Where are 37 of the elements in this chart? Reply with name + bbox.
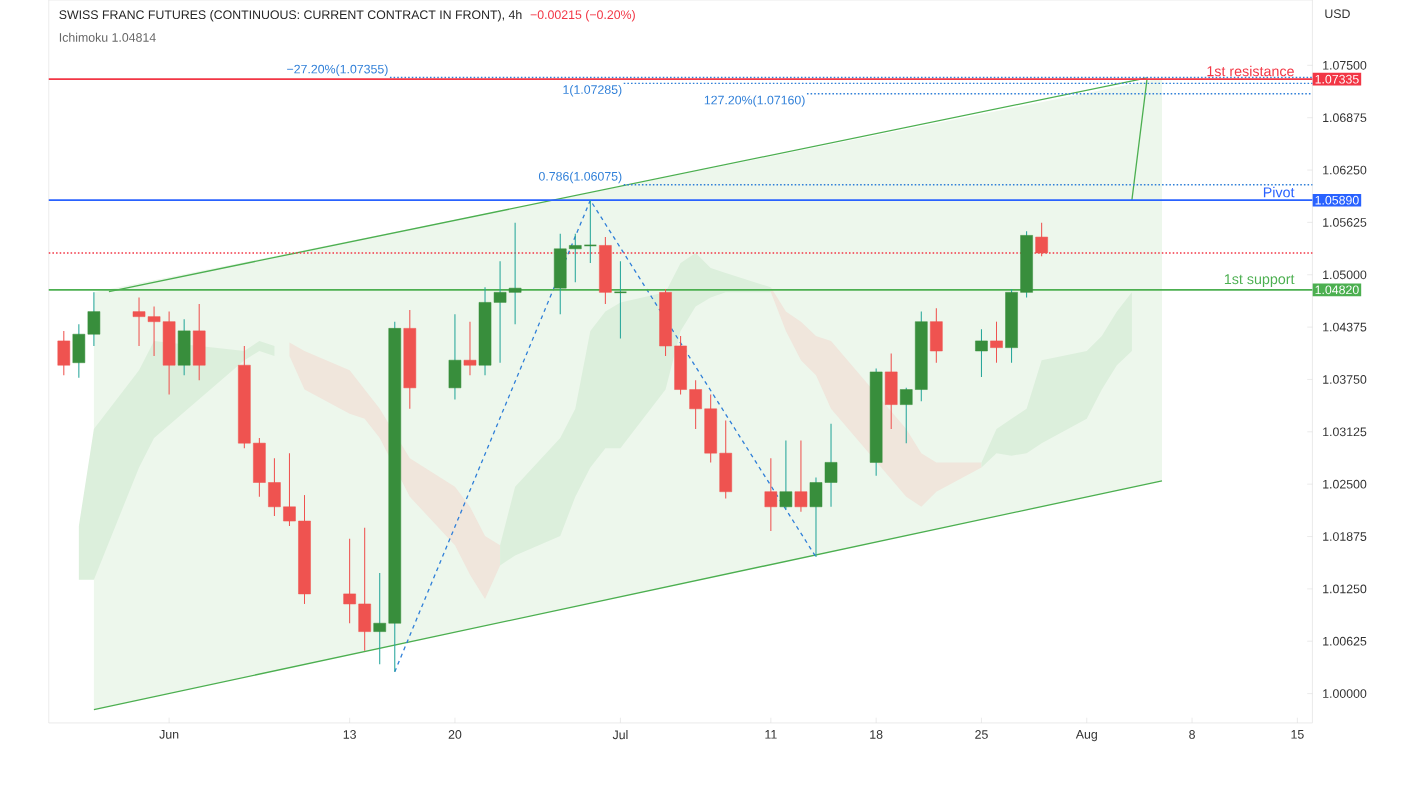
ref-line-label: 1.07335 bbox=[1315, 74, 1359, 84]
y-tick-label: 1.00625 bbox=[1323, 636, 1367, 646]
y-axis-title: USD bbox=[1325, 9, 1350, 19]
ref-line-label: 0.786(1.06075) bbox=[538, 171, 622, 184]
x-tick-label: 13 bbox=[343, 730, 356, 739]
x-tick-label: 15 bbox=[1291, 730, 1304, 739]
y-tick-label: 1.05000 bbox=[1323, 270, 1367, 280]
y-tick-label: 1.05625 bbox=[1323, 218, 1367, 227]
y-tick-label: 1.07500 bbox=[1323, 61, 1367, 70]
x-tick-label: 11 bbox=[765, 730, 777, 739]
y-tick-label: 1.03750 bbox=[1323, 375, 1367, 384]
y-tick-label: 1.03125 bbox=[1323, 427, 1367, 437]
ref-line-label: −27.20%(1.07355) bbox=[287, 64, 388, 76]
ref-line-label: 127.20%(1.07160) bbox=[704, 95, 805, 107]
ref-line-label: 1.04820 bbox=[1315, 285, 1359, 295]
x-tick-label: 8 bbox=[1189, 730, 1195, 739]
y-tick-label: 1.04375 bbox=[1323, 322, 1367, 332]
x-tick-label: Jul bbox=[612, 730, 628, 740]
x-tick-label: 25 bbox=[975, 730, 988, 739]
x-tick-label: 20 bbox=[448, 730, 462, 739]
y-tick-label: 1.06875 bbox=[1323, 113, 1367, 123]
ref-line-label: 1(1.07285) bbox=[563, 84, 622, 97]
y-tick-label: 1.00000 bbox=[1323, 689, 1367, 699]
x-tick-label: Jun bbox=[159, 730, 179, 739]
text: SWISS FRANC FUTURES (CONTINUOUS: CURRENT CONTRACT IN FRONT), 4h bbox=[59, 10, 522, 22]
annotation: 1st support bbox=[1224, 274, 1295, 288]
x-tick-label: Aug bbox=[1075, 730, 1097, 742]
y-tick-label: 1.06250 bbox=[1323, 165, 1367, 175]
text: Ichimoku 1.04814 bbox=[59, 32, 156, 42]
y-tick-label: 1.02500 bbox=[1323, 479, 1367, 489]
annotation: Pivot bbox=[1263, 186, 1295, 198]
annotation: 1st resistance bbox=[1207, 65, 1294, 77]
ref-line-label: 1.05890 bbox=[1315, 195, 1359, 205]
y-tick-label: 1.01875 bbox=[1323, 532, 1367, 541]
annotation: −0.00215 (−0.20%) bbox=[530, 10, 635, 22]
y-tick-label: 1.01250 bbox=[1323, 584, 1367, 594]
x-tick-label: 18 bbox=[870, 730, 883, 739]
